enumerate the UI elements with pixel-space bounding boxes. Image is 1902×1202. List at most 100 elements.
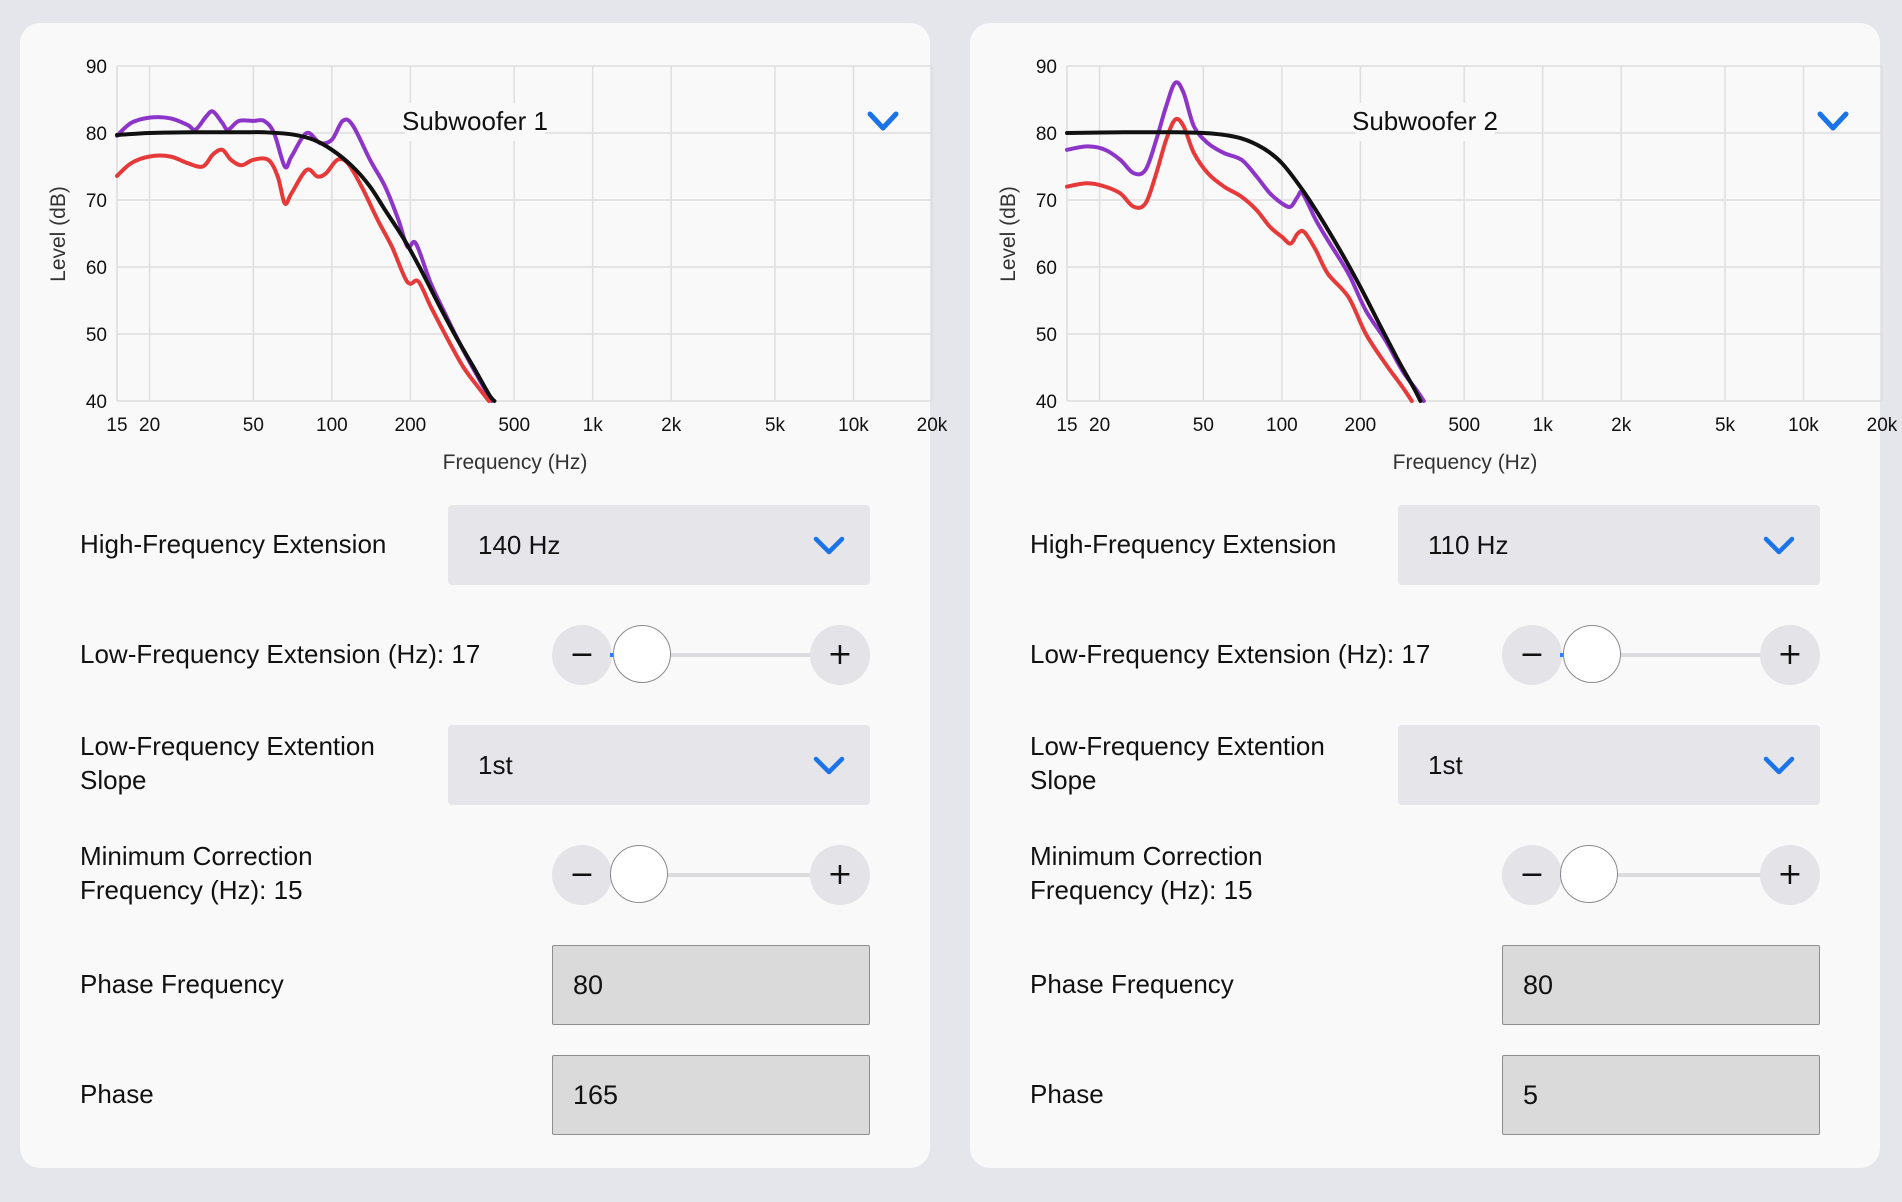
min-correction-slider: − + [552, 845, 870, 905]
lf-slope-label-line1: Low-Frequency Extention [80, 731, 375, 761]
increase-button[interactable]: + [810, 625, 870, 685]
slider-track[interactable] [610, 653, 812, 657]
min-correction-label-line1: Minimum Correction [80, 841, 313, 871]
phase-label: Phase [80, 1079, 154, 1109]
phase-frequency-input[interactable] [1502, 945, 1820, 1025]
min-correction-label-line2: Frequency (Hz): 15 [1030, 875, 1253, 905]
min-correction-label-line1: Minimum Correction [1030, 841, 1263, 871]
y-tick-label: 70 [86, 191, 107, 212]
slider-knob[interactable] [612, 625, 671, 683]
x-tick-label: 10k [838, 415, 869, 436]
x-tick-label: 500 [498, 415, 530, 436]
phase-frequency-label: Phase Frequency [80, 969, 284, 999]
increase-button[interactable]: + [1760, 625, 1820, 685]
slider-knob[interactable] [1562, 625, 1621, 683]
x-tick-label: 50 [1193, 415, 1214, 436]
x-tick-label: 1k [583, 415, 604, 436]
chevron-down-icon [813, 536, 845, 555]
lf-slope-value: 1st [478, 750, 513, 780]
min-correction-label-line2: Frequency (Hz): 15 [80, 875, 303, 905]
lf-slope-label-line2: Slope [1030, 765, 1097, 795]
chart-grid [116, 65, 933, 402]
y-tick-label: 90 [86, 57, 107, 78]
y-tick-label: 40 [86, 392, 107, 413]
hf-extension-select[interactable]: 110 Hz [1398, 505, 1820, 585]
x-tick-label: 20 [139, 415, 160, 436]
chevron-down-icon [813, 756, 845, 775]
phase-frequency-label: Phase Frequency [1030, 969, 1234, 999]
x-tick-label: 15 [1056, 415, 1077, 436]
x-tick-label: 5k [1715, 415, 1736, 436]
phase-frequency-input[interactable] [552, 945, 870, 1025]
chart-grid [1066, 65, 1883, 402]
x-tick-label: 2k [1611, 415, 1632, 436]
series-line [1065, 130, 1423, 403]
phase-input[interactable] [552, 1055, 870, 1135]
y-axis-title: Level (dB) [47, 186, 70, 282]
y-tick-label: 60 [1036, 258, 1057, 279]
x-tick-label: 10k [1788, 415, 1819, 436]
x-tick-label: 2k [661, 415, 682, 436]
y-tick-label: 40 [1036, 392, 1057, 413]
slider-fill [610, 653, 615, 657]
chevron-down-icon [1763, 536, 1795, 555]
series-line [115, 147, 491, 403]
y-tick-label: 80 [1036, 124, 1057, 145]
chart-title: Subwoofer 2 [1352, 106, 1498, 136]
y-axis-title: Level (dB) [997, 186, 1020, 282]
increase-button[interactable]: + [810, 845, 870, 905]
lf-slope-value: 1st [1428, 750, 1463, 780]
chevron-down-icon [1763, 756, 1795, 775]
y-tick-label: 50 [1036, 325, 1057, 346]
phase-input[interactable] [1502, 1055, 1820, 1135]
chart-ticks: 40 50 60 70 80 90 15 20 50 100 200 500 1k 2k 5k 10k 20k [86, 57, 948, 436]
y-tick-label: 70 [1036, 191, 1057, 212]
decrease-button[interactable]: − [1502, 625, 1562, 685]
x-tick-label: 20 [1089, 415, 1110, 436]
hf-extension-label: High-Frequency Extension [80, 529, 387, 559]
x-tick-label: 100 [316, 415, 348, 436]
decrease-button[interactable]: − [552, 845, 612, 905]
chevron-down-icon[interactable] [863, 104, 903, 140]
lf-slope-select[interactable]: 1st [1398, 725, 1820, 805]
chart-title-backing [1355, 103, 1495, 141]
lf-extension-label: Low-Frequency Extension (Hz): 17 [80, 639, 481, 669]
x-tick-label: 500 [1448, 415, 1480, 436]
lf-extension-slider: − + [552, 625, 870, 685]
slider-fill [1560, 653, 1565, 657]
y-tick-label: 80 [86, 124, 107, 145]
hf-extension-value: 140 Hz [478, 530, 561, 560]
series-line [1065, 80, 1426, 403]
series-line [1065, 116, 1414, 403]
x-tick-label: 20k [917, 415, 948, 436]
hf-extension-value: 110 Hz [1428, 530, 1509, 560]
lf-extension-slider: − + [1502, 625, 1820, 685]
series-line [115, 109, 494, 403]
chart-series [1065, 80, 1426, 403]
slider-knob[interactable] [1560, 845, 1618, 903]
x-tick-label: 200 [395, 415, 427, 436]
y-tick-label: 60 [86, 258, 107, 279]
slider-track[interactable] [1560, 653, 1762, 657]
y-tick-label: 50 [86, 325, 107, 346]
chevron-down-icon[interactable] [1813, 104, 1853, 140]
x-tick-label: 50 [243, 415, 264, 436]
hf-extension-label: High-Frequency Extension [1030, 529, 1337, 559]
x-tick-label: 100 [1266, 415, 1298, 436]
x-tick-label: 5k [765, 415, 786, 436]
min-correction-slider: − + [1502, 845, 1820, 905]
hf-extension-select[interactable]: 140 Hz [448, 505, 870, 585]
decrease-button[interactable]: − [1502, 845, 1562, 905]
lf-slope-label-line1: Low-Frequency Extention [1030, 731, 1325, 761]
series-line [115, 130, 497, 403]
increase-button[interactable]: + [1760, 845, 1820, 905]
decrease-button[interactable]: − [552, 625, 612, 685]
chart-ticks: 40 50 60 70 80 90 15 20 50 100 200 500 1k 2k 5k 10k 20k [1036, 57, 1898, 436]
x-tick-label: 20k [1867, 415, 1898, 436]
x-tick-label: 200 [1345, 415, 1377, 436]
lf-slope-select[interactable]: 1st [448, 725, 870, 805]
chart-title: Subwoofer 1 [402, 106, 548, 136]
slider-knob[interactable] [610, 845, 668, 903]
